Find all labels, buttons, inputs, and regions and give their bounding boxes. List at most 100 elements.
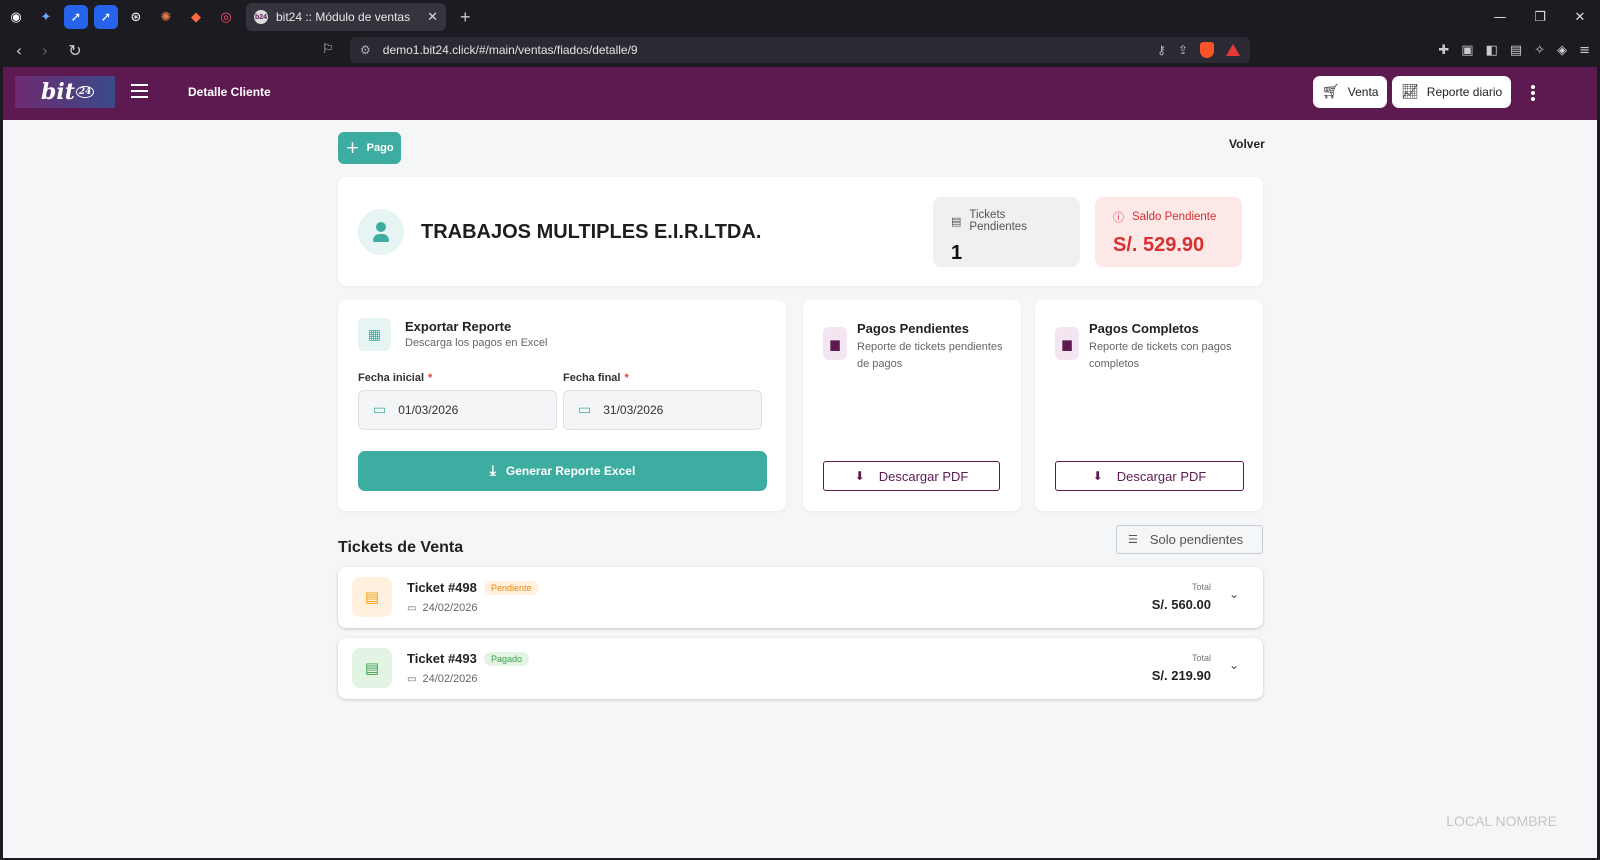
ticket-name: Ticket #493	[407, 651, 477, 666]
brave-shield-icon[interactable]	[1200, 42, 1214, 58]
tickets-pendientes-stat: ▤ Tickets Pendientes 1	[933, 197, 1080, 267]
new-tab-icon[interactable]: +	[460, 6, 471, 27]
total-label: Total	[1191, 582, 1211, 592]
chevron-down-icon[interactable]: ⌄	[1228, 587, 1239, 601]
github-icon[interactable]: ◉	[4, 5, 28, 29]
status-badge: Pagado	[484, 652, 530, 666]
generar-reporte-label: Generar Reporte Excel	[505, 464, 636, 478]
back-icon[interactable]: ‹	[15, 40, 23, 60]
swirl-icon[interactable]: ◎	[214, 5, 238, 29]
calendar-icon[interactable]: ▭	[578, 402, 592, 418]
descargar-pdf-label: Descargar PDF	[1116, 468, 1207, 484]
add-pago-button[interactable]: + Pago	[338, 132, 401, 164]
browser-tab-bar: ◉ ✦ ➚ ➚ ⊛ ✺ ◆ ◎ b24 bit24 :: Módulo de v…	[0, 0, 1600, 34]
pdf-card-subtitle: Reporte de tickets pendientes de pagos	[857, 341, 1003, 370]
fecha-final-input[interactable]: ▭ 31/03/2026	[563, 390, 762, 430]
download-icon: ⬇	[854, 469, 865, 483]
document-icon: ▆	[823, 327, 847, 360]
bit24-logo[interactable]: bit 24	[15, 76, 115, 108]
restore-icon[interactable]: ❐	[1534, 9, 1546, 25]
rocket-icon[interactable]: ➚	[64, 5, 88, 29]
generar-reporte-excel-button[interactable]: ⤓ Generar Reporte Excel	[358, 451, 767, 491]
reporte-diario-button[interactable]: 📈︎ Reporte diario	[1392, 76, 1512, 108]
minimize-icon[interactable]: —	[1493, 9, 1507, 25]
brave-rewards-icon[interactable]	[1226, 44, 1240, 56]
document-icon: ▆	[1055, 327, 1079, 360]
tickets-section-title: Tickets de Venta	[338, 539, 464, 556]
saldo-pendiente-value: S/. 529.90	[1113, 234, 1205, 256]
app-viewport: bit 24 Detalle Cliente 🛒︎ Venta 📈︎ Report…	[3, 67, 1597, 858]
menu-icon[interactable]: ≡	[1579, 42, 1590, 58]
export-report-card: ▦ Exportar Reporte Descarga los pagos en…	[338, 300, 786, 511]
screenshot-icon[interactable]: ▣	[1461, 42, 1474, 58]
pdf-card-subtitle: Reporte de tickets con pagos completos	[1089, 341, 1232, 370]
export-subtitle: Descarga los pagos en Excel	[405, 337, 548, 349]
reload-icon[interactable]: ↻	[68, 40, 82, 60]
active-tab[interactable]: b24 bit24 :: Módulo de ventas ✕	[246, 3, 446, 31]
vpn-icon[interactable]: ◈	[1557, 42, 1568, 58]
leo-ai-icon[interactable]: ✧	[1534, 42, 1546, 58]
saldo-pendiente-stat: ⓘ Saldo Pendiente S/. 529.90	[1095, 197, 1242, 267]
fecha-final-label: Fecha final *	[563, 372, 629, 384]
close-window-icon[interactable]: ✕	[1574, 9, 1586, 25]
plus-icon: +	[345, 138, 360, 158]
pagos-pendientes-card: ▆ Pagos Pendientes Reporte de tickets pe…	[803, 300, 1021, 511]
chevron-down-icon[interactable]: ⌄	[1228, 658, 1239, 672]
receipt-icon: ▤	[951, 214, 962, 228]
ticket-document-icon: ▤	[352, 648, 392, 688]
close-icon[interactable]: ✕	[427, 9, 438, 25]
pdf-card-title: Pagos Completos	[1089, 321, 1199, 336]
client-name: TRABAJOS MULTIPLES E.I.R.LTDA.	[421, 221, 762, 243]
hamburger-menu-icon[interactable]	[131, 84, 148, 98]
tab-title: bit24 :: Módulo de ventas	[276, 10, 411, 24]
alert-circle-icon: ⓘ	[1113, 211, 1124, 224]
ticket-date: ▭ 24/02/2026	[407, 673, 478, 685]
ticket-total: S/. 219.90	[1151, 668, 1211, 683]
app-header: bit 24 Detalle Cliente 🛒︎ Venta 📈︎ Report…	[3, 67, 1597, 120]
solo-pendientes-filter-button[interactable]: ☰ Solo pendientes	[1116, 525, 1263, 554]
bookmark-icon[interactable]: ⚐	[322, 42, 334, 57]
volver-button[interactable]: Volver	[1229, 137, 1265, 151]
download-icon: ⬇	[1092, 469, 1103, 483]
descargar-pdf-label: Descargar PDF	[878, 468, 969, 484]
claude-icon[interactable]: ✺	[154, 5, 178, 29]
key-icon[interactable]: ⚷	[1157, 43, 1166, 57]
forward-icon[interactable]: ›	[41, 40, 49, 60]
sidebar-icon[interactable]: ◧	[1485, 42, 1498, 58]
address-bar[interactable]: ⚙ demo1.bit24.click/#/main/ventas/fiados…	[350, 37, 1250, 63]
fecha-final-value: 31/03/2026	[603, 403, 664, 417]
site-settings-icon[interactable]: ⚙	[360, 43, 371, 57]
tickets-pendientes-label: Tickets Pendientes	[969, 209, 1027, 233]
status-badge: Pendiente	[484, 581, 539, 595]
table-icon: ▦	[358, 318, 391, 351]
extensions-icon[interactable]: ✚	[1438, 42, 1450, 58]
browser-nav-bar: ‹ › ↻ ⚐ ⚙ demo1.bit24.click/#/main/venta…	[0, 34, 1600, 66]
venta-button[interactable]: 🛒︎ Venta	[1313, 76, 1388, 108]
descargar-pdf-pendientes-button[interactable]: ⬇ Descargar PDF	[823, 461, 1000, 491]
gemini-icon[interactable]: ✦	[34, 5, 58, 29]
more-options-icon[interactable]	[1531, 85, 1535, 101]
wallet-icon[interactable]: ▤	[1509, 42, 1523, 58]
cart-icon: 🛒︎	[1322, 84, 1340, 100]
descargar-pdf-completos-button[interactable]: ⬇ Descargar PDF	[1055, 461, 1244, 491]
tab-favicon-icon: b24	[254, 10, 268, 24]
openai-icon[interactable]: ⊛	[124, 5, 148, 29]
sheets-icon[interactable]: ◆	[184, 5, 208, 29]
ticket-row[interactable]: ▤ Ticket #493 Pagado ▭ 24/02/2026 Total S…	[338, 638, 1263, 699]
ticket-row[interactable]: ▤ Ticket #498 Pendiente ▭ 24/02/2026 Tota…	[338, 567, 1263, 628]
tickets-pendientes-value: 1	[951, 242, 963, 264]
url-text[interactable]: demo1.bit24.click/#/main/ventas/fiados/d…	[382, 43, 638, 57]
page-title: Detalle Cliente	[188, 85, 271, 99]
ticket-total: S/. 560.00	[1151, 597, 1211, 612]
share-icon[interactable]: ⇪	[1177, 43, 1188, 57]
export-title: Exportar Reporte	[405, 319, 512, 334]
pdf-card-title: Pagos Pendientes	[857, 321, 969, 336]
saldo-pendiente-label: Saldo Pendiente	[1132, 211, 1217, 223]
rocket-icon[interactable]: ➚	[94, 5, 118, 29]
ticket-date: ▭ 24/02/2026	[407, 602, 478, 614]
pago-label: Pago	[366, 142, 394, 154]
calendar-icon[interactable]: ▭	[373, 402, 387, 418]
fecha-inicial-input[interactable]: ▭ 01/03/2026	[358, 390, 557, 430]
watermark: LOCAL NOMBRE	[1446, 813, 1557, 829]
calendar-icon: ▭	[407, 602, 417, 614]
